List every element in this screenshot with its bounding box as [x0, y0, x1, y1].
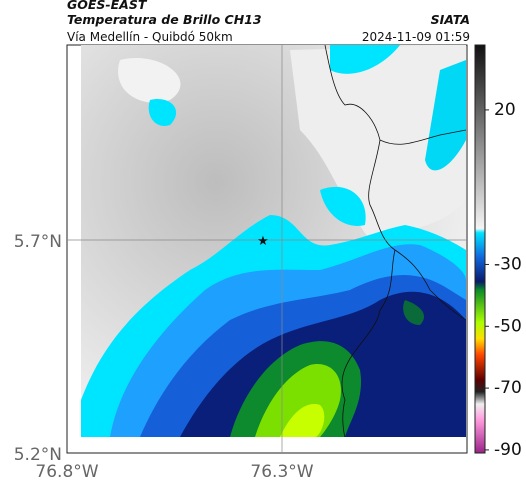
satellite: GOES-EAST: [67, 0, 148, 12]
colorbar-tick-label: -50: [494, 316, 522, 336]
colorbar-tick-label: -90: [494, 440, 522, 460]
colorbar-ticks: 20 -30 -50 -70 -90: [485, 100, 522, 460]
title: Temperatura de Brillo CH13: [67, 12, 262, 27]
map-image: [81, 45, 466, 437]
location-star: ★: [257, 234, 269, 249]
colorbar-tick-label: -70: [494, 378, 522, 398]
source: SIATA: [431, 12, 470, 27]
colorbar: [474, 44, 486, 454]
subtitle: Vía Medellín - Quibdó 50km: [67, 30, 233, 44]
lat-label: 5.2°N: [14, 445, 62, 465]
lat-label: 5.7°N: [14, 232, 62, 252]
datetime: 2024-11-09 01:59: [362, 30, 470, 44]
lon-label: 76.8°W: [35, 462, 98, 482]
colorbar-tick-label: -30: [494, 254, 522, 274]
colorbar-tick-label: 20: [494, 100, 516, 120]
lon-label: 76.3°W: [250, 462, 313, 482]
